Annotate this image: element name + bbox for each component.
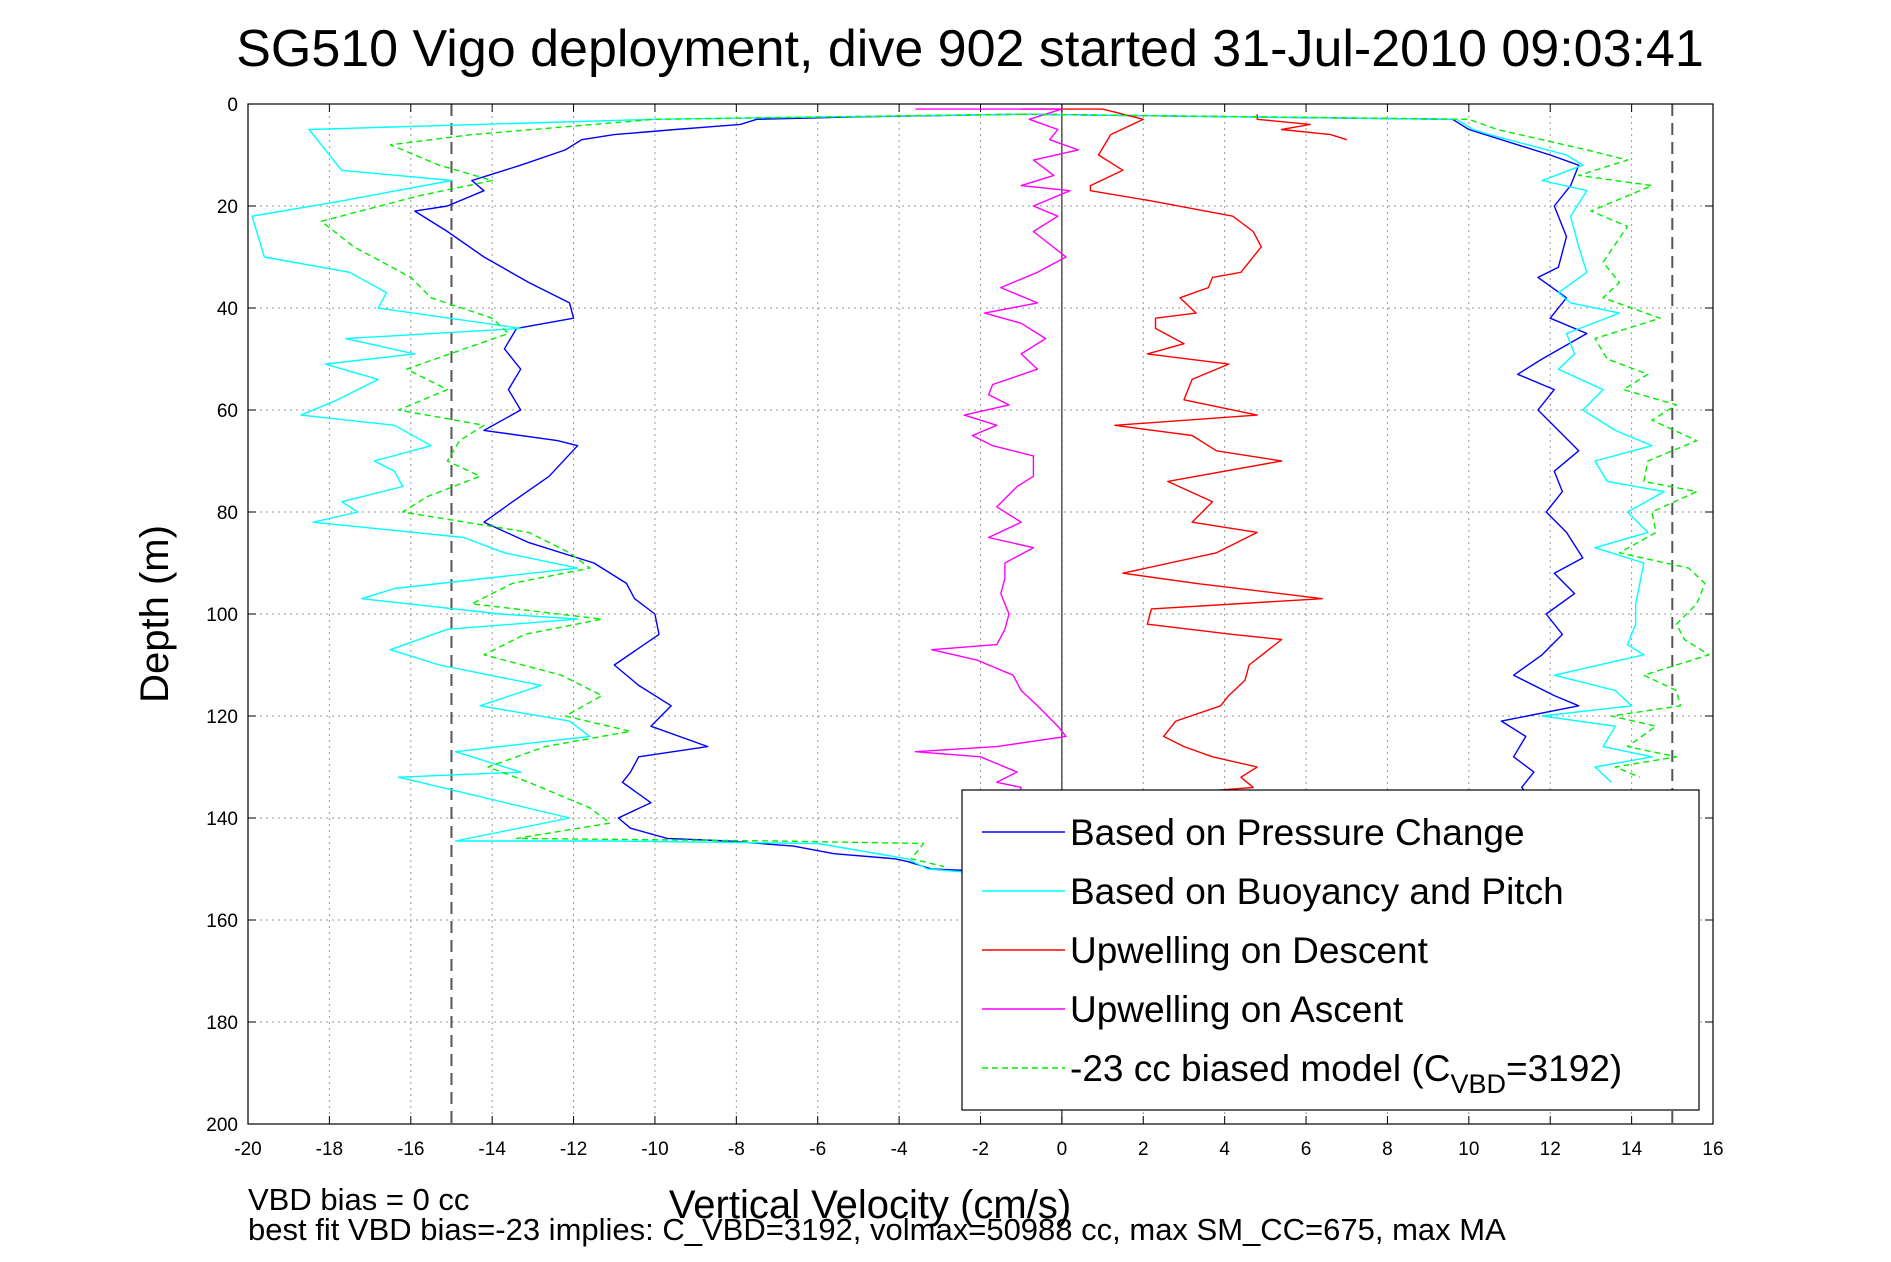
series-line — [320, 113, 1022, 868]
legend-box — [961, 789, 1700, 1111]
series-group — [251, 108, 1710, 875]
series-line — [1021, 113, 1710, 778]
series-2 — [251, 113, 1665, 875]
series-line — [414, 113, 1022, 873]
axes-frame — [247, 103, 1714, 1125]
x-tick-label: 10 — [1458, 1139, 1479, 1160]
y-tick-label: 200 — [206, 1115, 238, 1136]
y-tick-label: 100 — [206, 605, 238, 626]
x-tick-label: 14 — [1621, 1139, 1643, 1160]
x-tick-label: -2 — [972, 1139, 989, 1160]
legend-label: Based on Pressure Change — [1070, 812, 1525, 853]
series-1 — [414, 113, 1588, 873]
x-tick-labels: -20 -18 -16 -14 -12 -10 -8 -6 -4 -2 0 2 4 6 8 10 12 14 16 — [234, 1139, 1723, 1160]
series-line — [1021, 113, 1665, 783]
x-tick-label: 2 — [1138, 1139, 1149, 1160]
series-line — [1256, 114, 1348, 141]
x-tick-label: 6 — [1301, 1139, 1312, 1160]
y-axis-label: Depth (m) — [133, 525, 177, 703]
note-best-fit: best fit VBD bias=-23 implies: C_VBD=319… — [248, 1212, 1506, 1247]
y-tick-label: 120 — [206, 707, 238, 728]
legend-label: Upwelling on Descent — [1070, 930, 1429, 971]
y-tick-label: 40 — [217, 299, 238, 320]
series-line — [1021, 113, 1588, 799]
legend-label: Upwelling on Ascent — [1070, 989, 1404, 1030]
chart-title: SG510 Vigo deployment, dive 902 started … — [236, 20, 1704, 78]
y-tick-labels: 0 20 40 60 80 100 120 140 160 180 200 — [206, 95, 238, 1136]
x-tick-label: -18 — [316, 1139, 343, 1160]
x-tick-label: 4 — [1219, 1139, 1230, 1160]
series-3 — [1021, 108, 1348, 799]
series-line — [1021, 108, 1324, 799]
x-tick-label: -8 — [728, 1139, 745, 1160]
legend-label: Based on Buoyancy and Pitch — [1070, 871, 1564, 912]
x-tick-label: 8 — [1382, 1139, 1393, 1160]
y-tick-label: 0 — [227, 95, 238, 116]
x-tick-label: -20 — [234, 1139, 261, 1160]
series-5 — [320, 113, 1710, 868]
x-tick-label: 12 — [1540, 1139, 1561, 1160]
x-tick-label: 16 — [1702, 1139, 1723, 1160]
series-line — [914, 108, 1079, 798]
y-tick-label: 180 — [206, 1013, 238, 1034]
x-tick-label: -16 — [397, 1139, 424, 1160]
note-vbd-bias: VBD bias = 0 cc — [248, 1182, 469, 1217]
x-tick-label: -14 — [478, 1139, 506, 1160]
y-tick-label: 60 — [217, 401, 238, 422]
legend-label: -23 cc biased model (CVBD=3192) — [1070, 1048, 1622, 1099]
series-4 — [914, 108, 1079, 798]
y-tick-label: 20 — [217, 197, 238, 218]
legend: Based on Pressure Change Based on Buoyanc… — [961, 789, 1700, 1111]
y-tick-label: 80 — [217, 503, 238, 524]
y-tick-label: 140 — [206, 809, 238, 830]
x-tick-label: 0 — [1057, 1139, 1068, 1160]
x-tick-label: -12 — [560, 1139, 587, 1160]
x-axis-label: Vertical Velocity (cm/s) — [669, 1183, 1071, 1227]
x-tick-label: -4 — [891, 1139, 908, 1160]
y-tick-label: 160 — [206, 911, 238, 932]
x-tick-label: -10 — [641, 1139, 668, 1160]
x-tick-label: -6 — [809, 1139, 826, 1160]
series-line — [251, 113, 1022, 875]
